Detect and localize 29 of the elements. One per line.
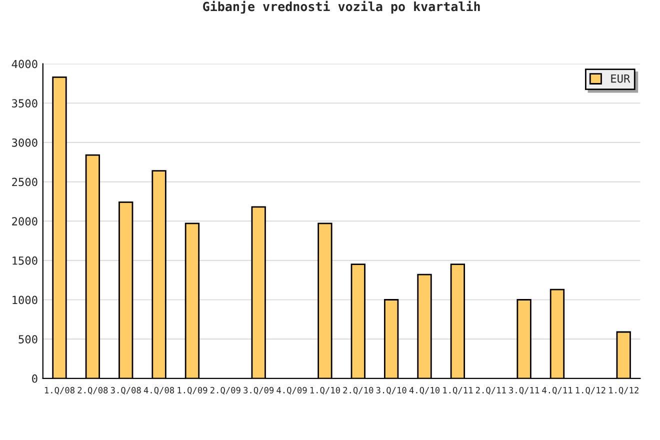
y-tick-label: 0 [32,374,38,383]
x-tick-label: 2.Q/09 [210,386,240,394]
x-tick-label: 4.Q/09 [276,386,307,394]
y-tick-label: 1000 [12,296,38,304]
x-tick-label: 1.Q/09 [178,386,208,394]
x-tick-label: 3.Q/08 [110,386,141,394]
x-tick-label: 1.Q/12 [609,386,638,394]
x-tick-label: 1.Q/11 [443,386,473,394]
x-tick-label: 1.Q/08 [44,386,74,394]
x-tick-label: 2.Q/10 [343,386,374,394]
y-tick-label: 3500 [12,99,38,108]
y-tick-label: 500 [18,335,38,344]
y-tick-label: 3000 [12,138,38,147]
x-tick-label: 3.Q/10 [376,386,406,394]
x-tick-label: 3.Q/11 [509,386,540,394]
x-tick-label: 2.Q/08 [78,386,108,394]
chart-title: Gibanje vrednosti vozila po kvartalih [203,0,480,14]
x-tick-label: 1.Q/10 [310,386,340,394]
x-tick-label: 4.Q/08 [144,386,174,394]
y-tick-label: 2500 [12,178,38,186]
legend-label: EUR [611,74,630,83]
y-tick-label: 4000 [12,60,38,68]
x-tick-label: 1.Q/12 [576,386,606,394]
x-tick-label: 4.Q/11 [542,386,572,394]
x-tick-label: 3.Q/09 [244,386,274,394]
y-tick-label: 1500 [12,256,38,265]
x-tick-label: 4.Q/10 [409,386,440,394]
y-tick-label: 2000 [12,217,38,226]
x-tick-label: 2.Q/11 [476,386,506,394]
